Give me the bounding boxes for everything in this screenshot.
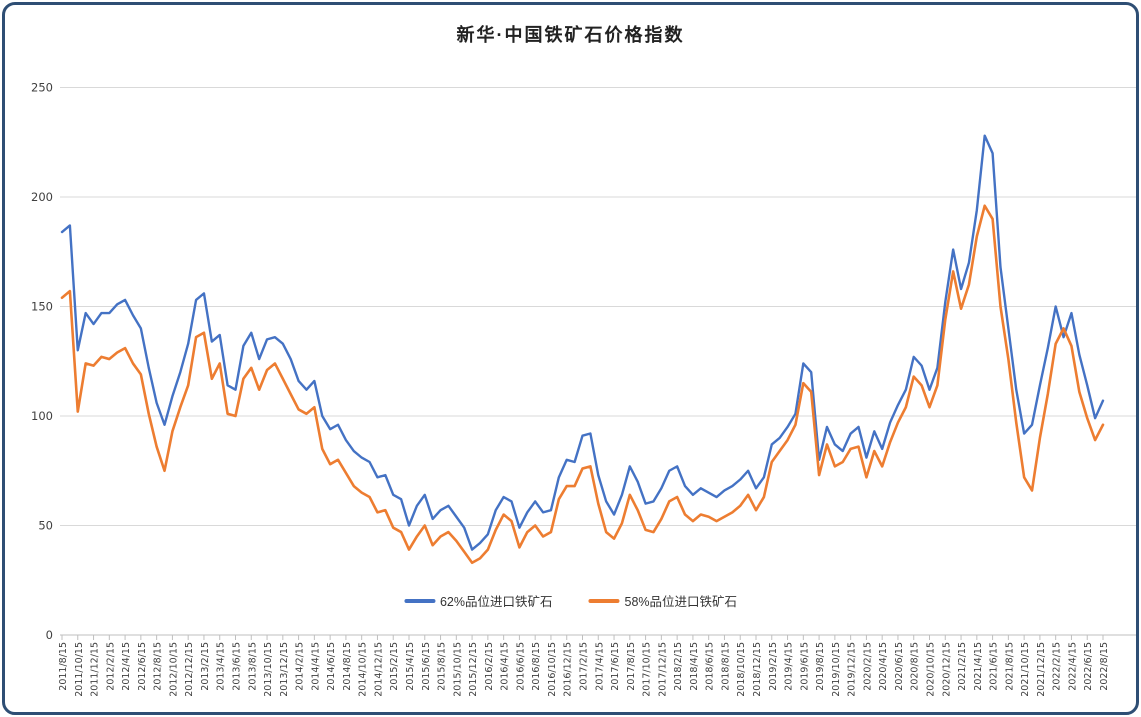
svg-text:2018/8/15: 2018/8/15 xyxy=(720,642,731,691)
svg-text:2018/12/15: 2018/12/15 xyxy=(752,642,763,697)
svg-text:2013/12/15: 2013/12/15 xyxy=(279,642,290,697)
svg-text:2022/4/15: 2022/4/15 xyxy=(1067,642,1078,691)
chart-legend: 62%品位进口铁矿石 58%品位进口铁矿石 xyxy=(403,591,738,610)
svg-text:2013/6/15: 2013/6/15 xyxy=(232,642,243,691)
iron-ore-price-line-chart: 0 50 100 150 200 250 2011/8/15 2011/10/15 2011/1… xyxy=(31,81,1136,697)
svg-text:2019/4/15: 2019/4/15 xyxy=(784,642,795,691)
legend-label-62: 62%品位进口铁矿石 xyxy=(439,595,553,609)
svg-text:2012/6/15: 2012/6/15 xyxy=(137,642,148,691)
svg-text:2021/2/15: 2021/2/15 xyxy=(957,642,968,691)
svg-text:2019/8/15: 2019/8/15 xyxy=(815,642,826,691)
svg-text:2022/6/15: 2022/6/15 xyxy=(1083,642,1094,691)
svg-text:2012/12/15: 2012/12/15 xyxy=(184,642,195,697)
gridlines xyxy=(60,87,1136,636)
svg-text:50: 50 xyxy=(38,519,53,533)
y-axis-labels: 0 50 100 150 200 250 xyxy=(31,81,53,643)
svg-text:2017/4/15: 2017/4/15 xyxy=(594,642,605,691)
svg-text:2018/10/15: 2018/10/15 xyxy=(736,642,747,697)
svg-text:2020/8/15: 2020/8/15 xyxy=(910,642,921,691)
svg-text:2019/6/15: 2019/6/15 xyxy=(799,642,810,691)
svg-text:2022/8/15: 2022/8/15 xyxy=(1099,642,1110,691)
svg-text:2020/10/15: 2020/10/15 xyxy=(926,642,937,697)
svg-text:2014/10/15: 2014/10/15 xyxy=(358,642,369,697)
svg-text:2016/4/15: 2016/4/15 xyxy=(500,642,511,691)
svg-text:2017/12/15: 2017/12/15 xyxy=(657,642,668,697)
svg-text:2019/2/15: 2019/2/15 xyxy=(768,642,779,691)
svg-text:2011/12/15: 2011/12/15 xyxy=(90,642,101,697)
svg-text:2020/2/15: 2020/2/15 xyxy=(862,642,873,691)
svg-text:2020/4/15: 2020/4/15 xyxy=(878,642,889,691)
svg-text:100: 100 xyxy=(31,409,53,423)
svg-text:2012/4/15: 2012/4/15 xyxy=(121,642,132,691)
svg-text:2022/2/15: 2022/2/15 xyxy=(1052,642,1063,691)
svg-text:2017/8/15: 2017/8/15 xyxy=(626,642,637,691)
svg-text:2016/12/15: 2016/12/15 xyxy=(563,642,574,697)
svg-text:2014/4/15: 2014/4/15 xyxy=(310,642,321,691)
svg-text:150: 150 xyxy=(31,300,53,314)
svg-text:2016/6/15: 2016/6/15 xyxy=(515,642,526,691)
svg-text:2015/6/15: 2015/6/15 xyxy=(421,642,432,691)
svg-text:2012/2/15: 2012/2/15 xyxy=(105,642,116,691)
legend-item-58: 58%品位进口铁矿石 xyxy=(588,591,738,610)
svg-text:2017/10/15: 2017/10/15 xyxy=(642,642,653,697)
svg-text:2014/6/15: 2014/6/15 xyxy=(326,642,337,691)
svg-text:2020/6/15: 2020/6/15 xyxy=(894,642,905,691)
svg-text:2018/2/15: 2018/2/15 xyxy=(673,642,684,691)
svg-text:2015/8/15: 2015/8/15 xyxy=(437,642,448,691)
svg-text:2019/12/15: 2019/12/15 xyxy=(847,642,858,697)
svg-text:2020/12/15: 2020/12/15 xyxy=(941,642,952,697)
svg-text:2016/8/15: 2016/8/15 xyxy=(531,642,542,691)
svg-text:200: 200 xyxy=(31,190,53,204)
legend-swatch-58-line-icon xyxy=(588,598,620,603)
svg-text:2012/10/15: 2012/10/15 xyxy=(168,642,179,697)
svg-text:2012/8/15: 2012/8/15 xyxy=(153,642,164,691)
svg-text:2019/10/15: 2019/10/15 xyxy=(831,642,842,697)
svg-text:2013/8/15: 2013/8/15 xyxy=(247,642,258,691)
svg-text:2011/8/15: 2011/8/15 xyxy=(58,642,69,691)
chart-title: 新华·中国铁矿石价格指数 xyxy=(456,25,685,45)
svg-text:2015/4/15: 2015/4/15 xyxy=(405,642,416,691)
svg-text:2017/6/15: 2017/6/15 xyxy=(610,642,621,691)
svg-text:0: 0 xyxy=(46,628,53,642)
legend-swatch-62-line-icon xyxy=(403,598,435,603)
svg-text:250: 250 xyxy=(31,81,53,95)
svg-text:2021/12/15: 2021/12/15 xyxy=(1036,642,1047,697)
svg-text:2018/4/15: 2018/4/15 xyxy=(689,642,700,691)
svg-text:2014/8/15: 2014/8/15 xyxy=(342,642,353,691)
svg-text:2014/12/15: 2014/12/15 xyxy=(373,642,384,697)
svg-text:2015/2/15: 2015/2/15 xyxy=(389,642,400,691)
legend-item-62: 62%品位进口铁矿石 xyxy=(403,591,553,610)
svg-text:2015/10/15: 2015/10/15 xyxy=(452,642,463,697)
svg-text:2015/12/15: 2015/12/15 xyxy=(468,642,479,697)
svg-text:2021/4/15: 2021/4/15 xyxy=(973,642,984,691)
x-axis-labels: 2011/8/15 2011/10/15 2011/12/15 2012/2/15 20… xyxy=(58,635,1110,697)
series-58-line xyxy=(60,204,1105,565)
svg-text:2018/6/15: 2018/6/15 xyxy=(705,642,716,691)
svg-text:2021/6/15: 2021/6/15 xyxy=(989,642,1000,691)
svg-text:2013/10/15: 2013/10/15 xyxy=(263,642,274,697)
series-62-line xyxy=(60,134,1105,551)
svg-text:2016/2/15: 2016/2/15 xyxy=(484,642,495,691)
svg-text:2016/10/15: 2016/10/15 xyxy=(547,642,558,697)
svg-text:2017/2/15: 2017/2/15 xyxy=(579,642,590,691)
svg-text:2021/8/15: 2021/8/15 xyxy=(1004,642,1015,691)
svg-text:2014/2/15: 2014/2/15 xyxy=(295,642,306,691)
svg-text:2013/2/15: 2013/2/15 xyxy=(200,642,211,691)
svg-text:2013/4/15: 2013/4/15 xyxy=(216,642,227,691)
svg-text:2011/10/15: 2011/10/15 xyxy=(74,642,85,697)
legend-label-58: 58%品位进口铁矿石 xyxy=(624,595,738,609)
svg-text:2021/10/15: 2021/10/15 xyxy=(1020,642,1031,697)
